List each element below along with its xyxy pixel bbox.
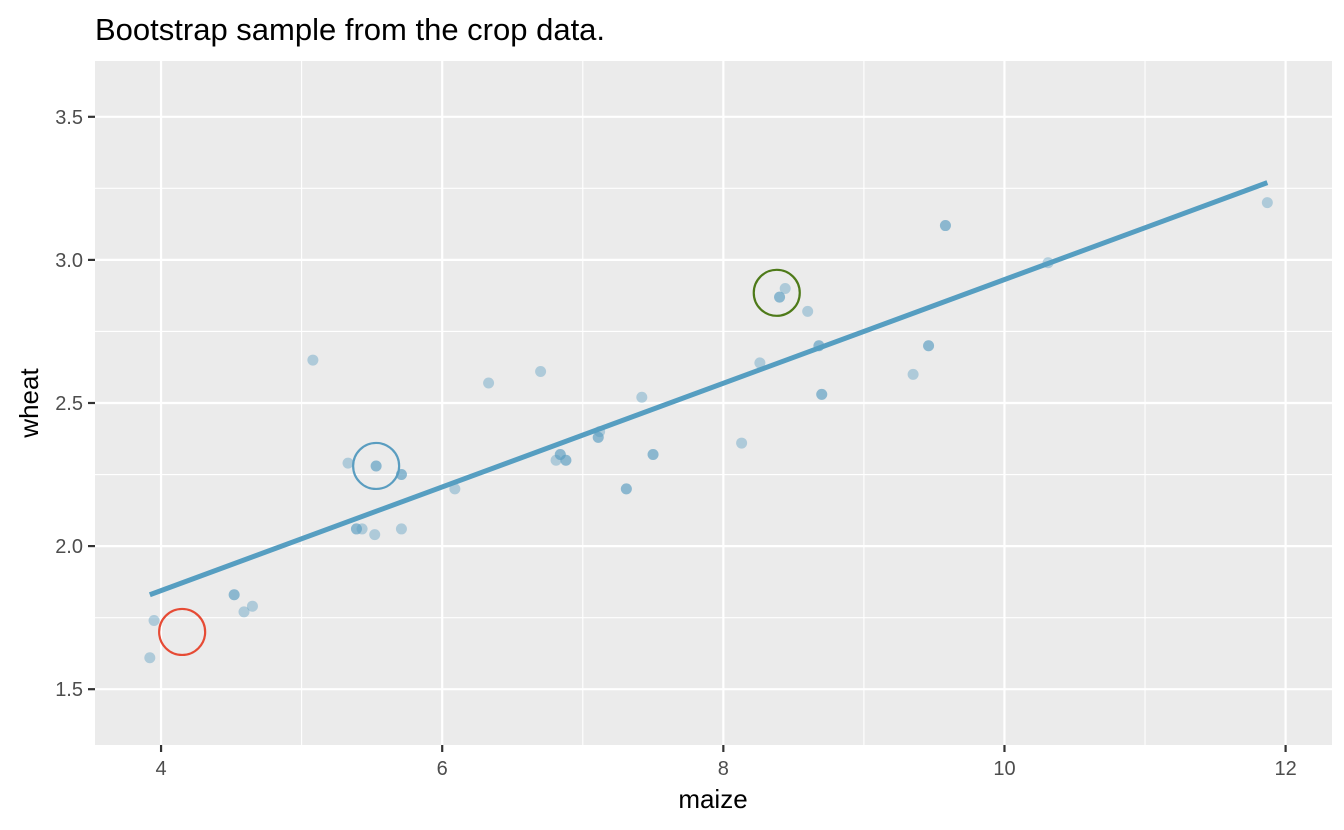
data-point — [779, 283, 791, 295]
regression-line-group — [148, 180, 1269, 598]
data-point — [816, 388, 828, 400]
data-point — [238, 606, 250, 618]
data-point — [370, 460, 382, 472]
data-point — [144, 652, 156, 664]
y-tick-label: 3.0 — [55, 250, 83, 272]
data-point — [736, 437, 748, 449]
data-point — [369, 529, 381, 541]
data-point — [592, 431, 604, 443]
y-tick-label: 1.5 — [55, 679, 83, 701]
data-point — [449, 483, 461, 495]
data-point — [395, 523, 407, 535]
y-tick-label: 2.5 — [55, 393, 83, 415]
y-tick-label: 2.0 — [55, 536, 83, 558]
data-point — [939, 220, 951, 232]
y-tick-label: 3.5 — [55, 107, 83, 129]
highlight-circle — [352, 441, 401, 491]
data-point — [560, 454, 572, 466]
data-point — [774, 291, 786, 303]
major-gridlines — [95, 61, 1332, 745]
x-tick-label: 8 — [718, 758, 729, 780]
data-point — [228, 589, 240, 601]
data-point — [647, 449, 659, 461]
regression-line — [148, 180, 1269, 598]
data-point — [350, 523, 362, 535]
data-point — [939, 220, 951, 232]
data-point — [754, 357, 766, 369]
data-points — [144, 197, 1273, 664]
x-tick-label: 12 — [1274, 758, 1296, 780]
x-axis-title: maize — [678, 784, 747, 814]
data-point — [554, 449, 566, 461]
highlight-circles — [158, 268, 801, 657]
data-point — [1261, 197, 1273, 209]
data-point — [636, 391, 648, 403]
y-axis: 1.5 2.0 2.5 3.0 3.5 — [55, 107, 95, 701]
data-point — [647, 449, 659, 461]
x-tick-label: 4 — [156, 758, 167, 780]
x-axis: 4 6 8 10 12 — [156, 745, 1297, 780]
data-point — [923, 340, 935, 352]
data-point — [554, 449, 566, 461]
data-point — [774, 291, 786, 303]
data-point — [228, 589, 240, 601]
data-point — [370, 460, 382, 472]
data-point — [802, 305, 814, 317]
data-point — [620, 483, 632, 495]
x-tick-label: 6 — [437, 758, 448, 780]
highlight-circle — [158, 607, 207, 657]
data-point — [307, 354, 319, 366]
data-point — [923, 340, 935, 352]
data-point — [350, 523, 362, 535]
x-tick-label: 10 — [993, 758, 1015, 780]
data-point — [246, 600, 258, 612]
chart-title: Bootstrap sample from the crop data. — [95, 12, 605, 47]
y-axis-title: wheat — [14, 368, 44, 439]
data-point — [550, 454, 562, 466]
data-point — [620, 483, 632, 495]
data-point — [592, 431, 604, 443]
data-point — [483, 377, 495, 389]
highlight-circle — [752, 268, 801, 317]
data-point — [535, 366, 547, 378]
data-point — [816, 388, 828, 400]
data-point — [560, 454, 572, 466]
data-point — [907, 368, 919, 380]
data-point — [148, 615, 160, 627]
data-point — [342, 457, 354, 469]
data-point — [356, 523, 368, 535]
